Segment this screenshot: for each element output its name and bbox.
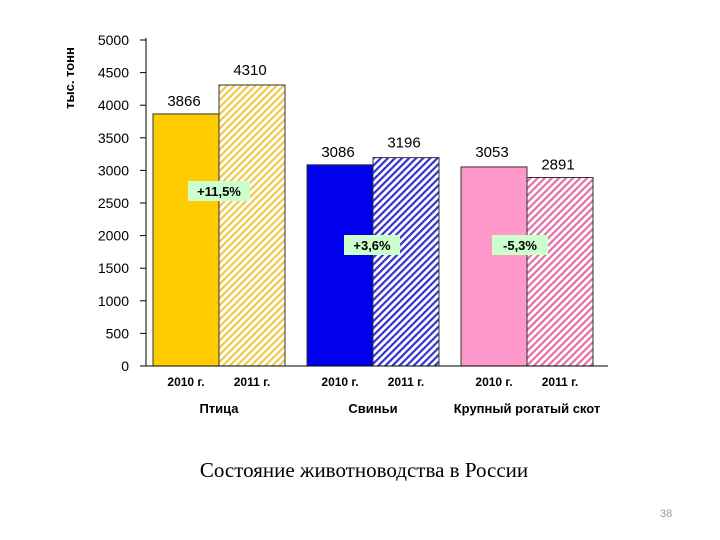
bar-value-label: 2891: [541, 157, 574, 174]
bar-value-label: 3053: [475, 144, 508, 161]
y-ticks: 0 500 1000 1500 2000 2500 3000 3500 4000 4500 5000: [98, 32, 146, 374]
change-label: +3,6%: [353, 238, 391, 253]
change-labels: +11,5% +3,6% -5,3%: [188, 181, 548, 255]
year-label: 2011 г.: [542, 375, 579, 389]
bars: [152, 84, 594, 367]
year-label: 2011 г.: [234, 375, 271, 389]
group-label: Крупный рогатый скот: [454, 401, 601, 416]
y-tick-label: 2000: [98, 228, 129, 244]
bar-value-label: 3086: [321, 144, 354, 161]
y-tick-label: 500: [106, 325, 130, 341]
y-tick-label: 5000: [98, 32, 129, 48]
group-label: Птица: [199, 401, 239, 416]
bar-value-label: 3196: [387, 135, 420, 152]
bar: [526, 177, 594, 367]
y-axis-label: тыс. тонн: [62, 47, 77, 109]
year-label: 2010 г.: [475, 375, 512, 389]
value-labels: 3866 4310 3086 3196 3053 2891: [167, 62, 574, 174]
year-label: 2011 г.: [388, 375, 425, 389]
y-tick-label: 1000: [98, 293, 129, 309]
bar: [306, 164, 374, 367]
category-labels: 2010 г. 2011 г. Птица 2010 г. 2011 г. Свиньи 2…: [167, 375, 600, 416]
y-tick-label: 3500: [98, 130, 129, 146]
y-tick-label: 2500: [98, 195, 129, 211]
bar: [372, 157, 440, 367]
group-label: Свиньи: [348, 401, 397, 416]
change-label-box: [492, 235, 548, 255]
bar-value-label: 4310: [233, 62, 266, 79]
year-label: 2010 г.: [321, 375, 358, 389]
bar: [460, 166, 528, 367]
bar-value-label: 3866: [167, 93, 200, 110]
change-label-box: [188, 181, 250, 201]
bar: [218, 84, 286, 367]
y-tick-label: 0: [121, 358, 129, 374]
y-tick-label: 3000: [98, 162, 129, 178]
change-label: +11,5%: [197, 184, 241, 199]
y-tick-label: 4000: [98, 97, 129, 113]
livestock-chart: тыс. тонн 0 500 1000 1500 2000 2500 3000 3500 40…: [62, 32, 608, 416]
bar: [152, 113, 220, 367]
change-label: -5,3%: [503, 238, 537, 253]
y-tick-label: 1500: [98, 260, 129, 276]
page-caption: Состояние животноводства в России: [199, 458, 529, 482]
year-label: 2010 г.: [167, 375, 204, 389]
change-label-box: [344, 235, 400, 255]
page-number: 38: [660, 508, 673, 520]
y-tick-label: 4500: [98, 65, 129, 81]
